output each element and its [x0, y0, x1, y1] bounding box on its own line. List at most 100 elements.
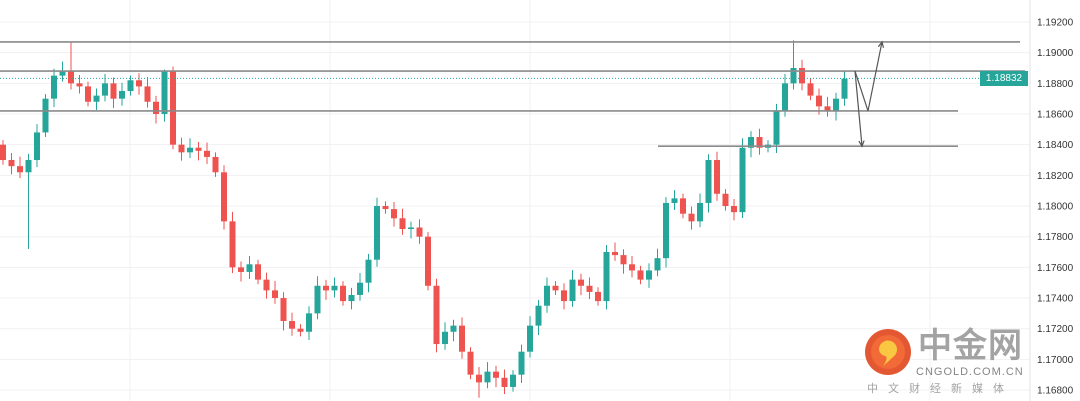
candle	[382, 201, 389, 214]
candle	[552, 281, 559, 295]
candle-body	[17, 166, 23, 173]
candle-body	[153, 101, 159, 115]
y-tick-label: 1.17400	[1037, 294, 1074, 305]
candle-body	[255, 264, 261, 280]
candle	[34, 124, 40, 168]
candle-body	[280, 298, 287, 322]
y-tick-label: 1.18200	[1037, 171, 1074, 182]
candle	[85, 81, 91, 107]
candle-body	[229, 221, 236, 268]
candle-body	[187, 147, 193, 153]
candle-body	[85, 86, 91, 102]
candle-body	[59, 71, 66, 76]
candle	[663, 197, 669, 268]
candles	[0, 40, 848, 398]
candle	[484, 362, 491, 389]
candle	[17, 156, 23, 179]
arrow-connector	[854, 70, 869, 112]
candle	[8, 152, 15, 175]
candle	[51, 68, 57, 107]
candle-body	[841, 78, 848, 99]
candle	[212, 152, 219, 177]
candle-body	[663, 202, 669, 259]
arrow-down-scenario[interactable]	[854, 71, 865, 148]
candle	[399, 208, 406, 235]
candle	[561, 283, 567, 310]
candle-body	[680, 198, 686, 214]
candle	[680, 193, 686, 219]
candle-body	[705, 160, 712, 203]
cngold-logo-icon	[865, 329, 911, 375]
candle	[824, 96, 831, 117]
candle	[314, 276, 321, 320]
candle-body	[748, 137, 754, 148]
candle-body	[212, 156, 219, 173]
candle	[646, 263, 652, 288]
candle	[153, 95, 159, 124]
candle-body	[340, 285, 346, 302]
candle	[161, 69, 168, 122]
candle	[833, 92, 839, 121]
candle-body	[833, 98, 839, 111]
candle-body	[561, 290, 567, 302]
candle-body	[697, 202, 703, 222]
candle-body	[518, 351, 525, 375]
candle-body	[476, 374, 482, 383]
y-tick-label: 1.18000	[1037, 202, 1074, 213]
candle-body	[739, 147, 746, 213]
candle	[450, 319, 457, 342]
candle	[654, 248, 661, 277]
candle-body	[221, 172, 227, 222]
candle-body	[246, 264, 253, 272]
candle-body	[272, 290, 278, 299]
candle	[586, 277, 593, 299]
candle-body	[731, 206, 737, 213]
candle-body	[357, 282, 363, 295]
candle	[476, 367, 482, 398]
y-tick-label: 1.18400	[1037, 140, 1074, 151]
candle	[629, 256, 635, 278]
candle-body	[382, 206, 389, 210]
candle	[544, 277, 550, 313]
y-tick-label: 1.18800	[1037, 79, 1074, 90]
candle-body	[297, 328, 304, 332]
grid	[0, 0, 1030, 401]
candle-body	[467, 351, 474, 375]
candle-body	[263, 279, 270, 291]
candle	[773, 103, 780, 153]
candle	[535, 299, 542, 336]
y-tick-label: 1.17800	[1037, 232, 1074, 243]
candle	[782, 73, 788, 117]
candle-body	[144, 86, 151, 102]
candle	[799, 59, 805, 91]
candle-body	[586, 285, 593, 292]
candle	[280, 292, 287, 331]
arrow-up-scenario[interactable]	[867, 40, 885, 112]
candle	[323, 279, 329, 300]
candle-body	[425, 236, 431, 286]
candle	[527, 316, 533, 358]
candle	[110, 77, 117, 109]
candle-body	[816, 95, 822, 107]
candle-body	[51, 75, 57, 99]
candle-body	[595, 291, 601, 302]
candle-body	[399, 218, 406, 230]
candle	[756, 128, 763, 155]
candle-body	[110, 83, 117, 99]
candle-body	[365, 259, 372, 283]
candle-body	[102, 83, 108, 96]
candle-body	[93, 95, 100, 102]
candle-body	[306, 313, 312, 332]
candle-body	[612, 252, 618, 256]
price-axis[interactable]: 1.19200 1.19000 1.18800 1.18600 1.18400 1.182…	[1037, 18, 1074, 397]
candle	[76, 75, 83, 94]
candle-body	[790, 68, 797, 84]
candle-body	[646, 270, 652, 280]
candle-body	[552, 285, 559, 291]
candle	[221, 165, 227, 230]
candle	[272, 280, 278, 304]
candle-body	[569, 279, 576, 302]
price-levels	[0, 40, 1025, 148]
candle-body	[510, 374, 516, 387]
candle	[187, 138, 193, 159]
